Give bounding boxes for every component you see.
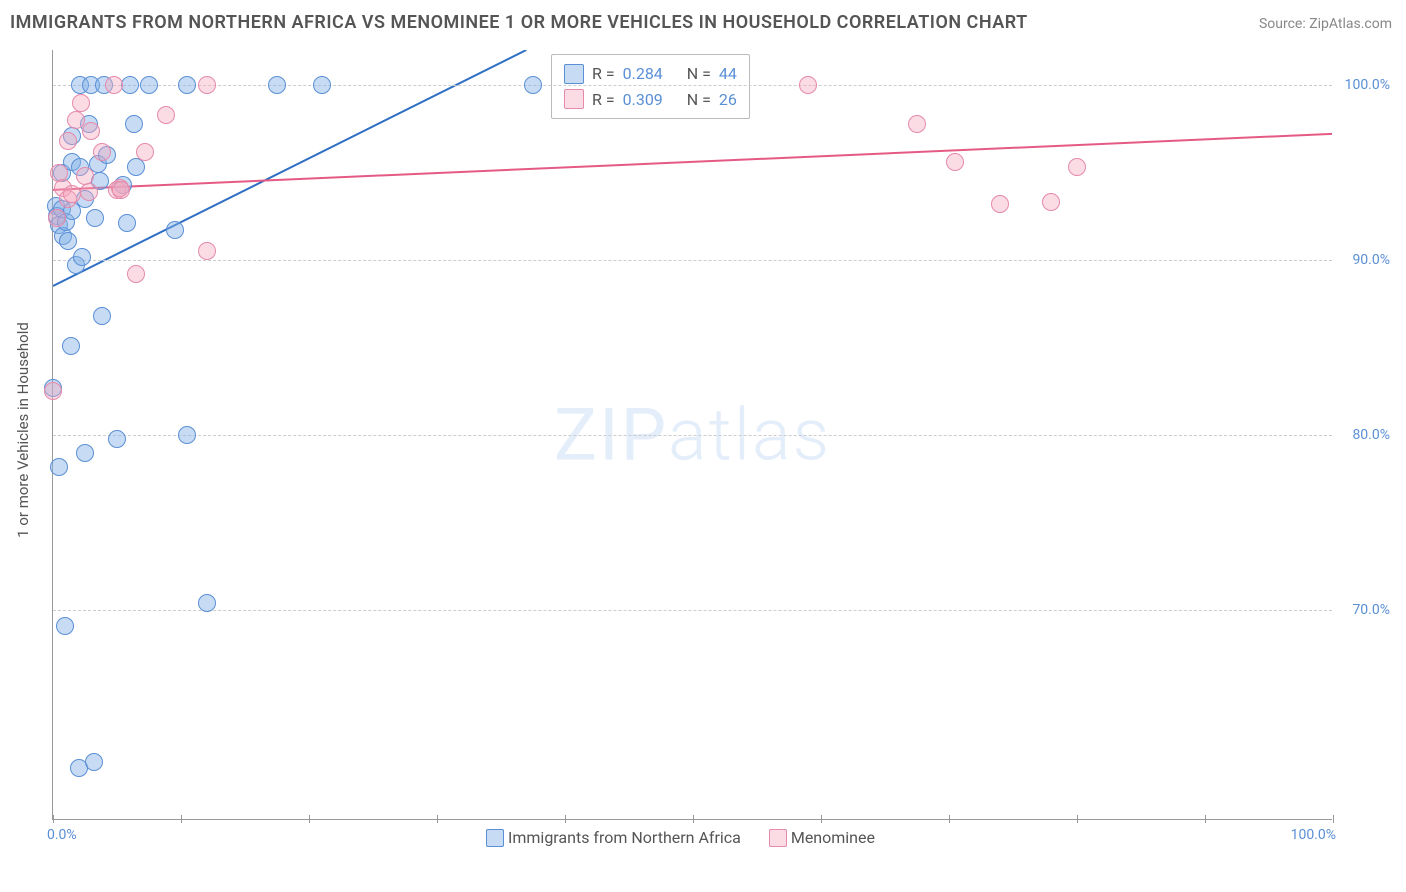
data-point: [56, 617, 74, 635]
chart-title: IMMIGRANTS FROM NORTHERN AFRICA VS MENOM…: [10, 12, 1028, 33]
data-point: [62, 337, 80, 355]
data-point: [524, 76, 542, 94]
data-point: [140, 76, 158, 94]
n-value-a: 44: [719, 61, 737, 87]
x-tick: [437, 815, 438, 823]
x-tick: [309, 815, 310, 823]
y-tick-label: 80.0%: [1352, 427, 1390, 443]
data-point: [1042, 193, 1060, 211]
data-point: [799, 76, 817, 94]
x-tick: [181, 815, 182, 823]
n-label: N =: [687, 87, 711, 113]
data-point: [108, 430, 126, 448]
y-tick-label: 90.0%: [1352, 252, 1390, 268]
gridline: [53, 435, 1332, 436]
x-tick: [821, 815, 822, 823]
r-value-a: 0.284: [623, 61, 663, 87]
data-point: [59, 132, 77, 150]
data-point: [198, 242, 216, 260]
data-point: [44, 382, 62, 400]
data-point: [991, 195, 1009, 213]
bottom-swatch-b: [769, 829, 787, 847]
bottom-label-a: Immigrants from Northern Africa: [508, 828, 741, 847]
data-point: [136, 143, 154, 161]
swatch-b: [564, 89, 584, 109]
data-point: [121, 76, 139, 94]
y-axis-title: 1 or more Vehicles in Household: [14, 322, 32, 538]
data-point: [93, 307, 111, 325]
data-point: [112, 181, 130, 199]
data-point: [178, 76, 196, 94]
data-point: [178, 426, 196, 444]
n-value-b: 26: [719, 87, 737, 113]
data-point: [80, 183, 98, 201]
stats-legend: R = 0.284 N = 44 R = 0.309 N = 26: [551, 54, 750, 119]
data-point: [76, 444, 94, 462]
data-point: [1068, 158, 1086, 176]
plot-area: ZIPatlas R = 0.284 N = 44 R = 0.309 N = …: [52, 50, 1332, 820]
data-point: [198, 594, 216, 612]
data-point: [50, 458, 68, 476]
watermark: ZIPatlas: [554, 392, 831, 477]
x-tick: [565, 815, 566, 823]
bottom-label-b: Menominee: [791, 828, 875, 847]
data-point: [63, 185, 81, 203]
x-tick: [53, 815, 54, 823]
data-point: [105, 76, 123, 94]
chart-container: IMMIGRANTS FROM NORTHERN AFRICA VS MENOM…: [0, 0, 1406, 892]
data-point: [908, 115, 926, 133]
data-point: [48, 209, 66, 227]
data-point: [82, 122, 100, 140]
swatch-a: [564, 64, 584, 84]
x-tick: [1333, 815, 1334, 823]
data-point: [59, 232, 77, 250]
y-tick-label: 70.0%: [1352, 602, 1390, 618]
trend-line: [53, 134, 1332, 190]
data-point: [127, 265, 145, 283]
gridline: [53, 260, 1332, 261]
data-point: [86, 209, 104, 227]
gridline: [53, 610, 1332, 611]
y-tick-label: 100.0%: [1345, 77, 1390, 93]
data-point: [72, 94, 90, 112]
data-point: [268, 76, 286, 94]
source-label: Source: ZipAtlas.com: [1259, 16, 1392, 32]
x-tick: [949, 815, 950, 823]
x-tick: [1077, 815, 1078, 823]
r-value-b: 0.309: [623, 87, 663, 113]
trend-lines: [53, 50, 1332, 819]
watermark-thin: atlas: [668, 392, 831, 477]
data-point: [127, 158, 145, 176]
legend-row-b: R = 0.309 N = 26: [564, 87, 737, 113]
data-point: [73, 248, 91, 266]
bottom-swatch-a: [486, 829, 504, 847]
x-tick: [693, 815, 694, 823]
legend-row-a: R = 0.284 N = 44: [564, 61, 737, 87]
data-point: [125, 115, 143, 133]
r-label: R =: [592, 87, 615, 113]
data-point: [93, 143, 111, 161]
data-point: [157, 106, 175, 124]
data-point: [166, 221, 184, 239]
watermark-bold: ZIP: [554, 392, 668, 477]
data-point: [946, 153, 964, 171]
data-point: [313, 76, 331, 94]
r-label: R =: [592, 61, 615, 87]
n-label: N =: [687, 61, 711, 87]
bottom-legend: Immigrants from Northern Africa Menomine…: [53, 827, 1332, 847]
data-point: [85, 753, 103, 771]
data-point: [198, 76, 216, 94]
x-tick: [1205, 815, 1206, 823]
data-point: [118, 214, 136, 232]
